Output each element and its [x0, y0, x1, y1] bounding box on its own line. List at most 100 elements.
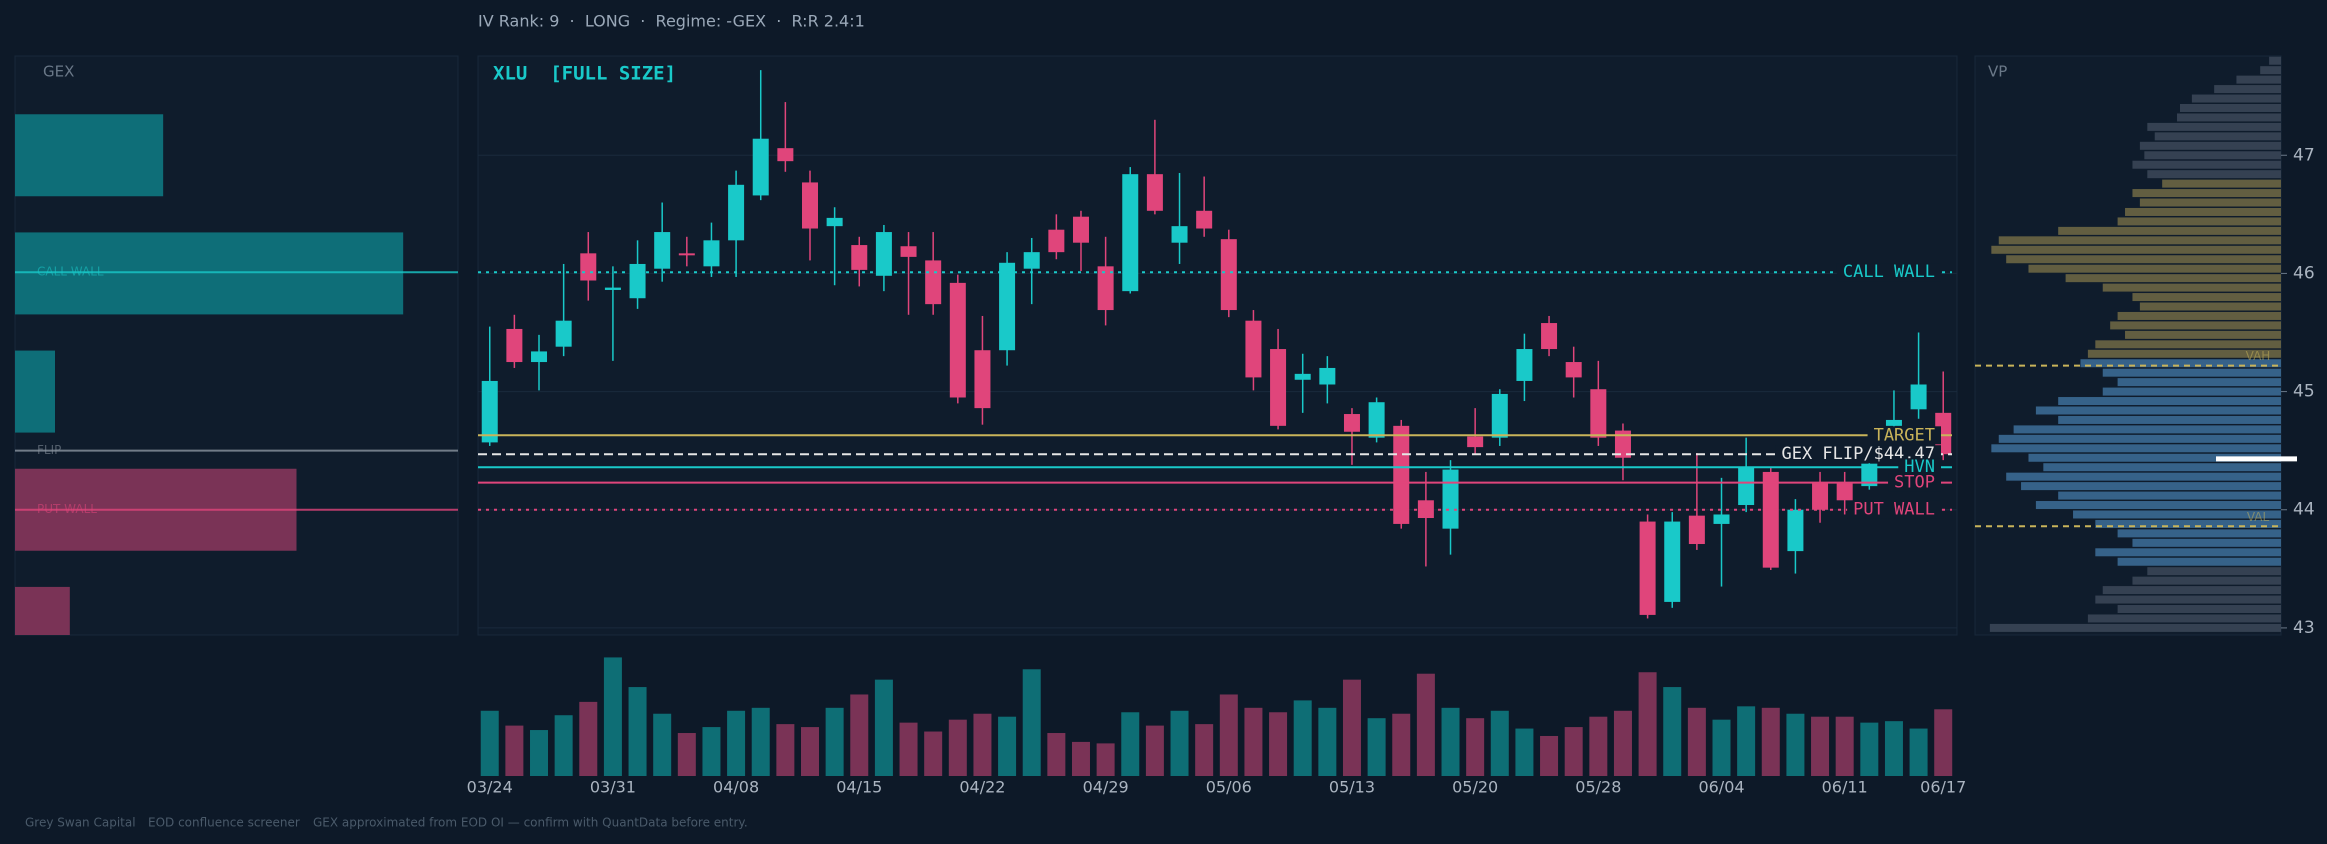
candle-body	[1072, 216, 1089, 243]
vp-bar	[2139, 198, 2281, 207]
candle-body	[1590, 389, 1607, 438]
volume-bar	[1515, 728, 1534, 776]
volume-bar	[1416, 673, 1435, 776]
vp-bar	[2028, 264, 2281, 273]
volume-bar	[702, 727, 721, 776]
vp-bar	[2102, 283, 2281, 292]
vp-bar	[1991, 245, 2281, 254]
vp-bar	[2102, 387, 2281, 396]
vp-bar	[1991, 444, 2281, 453]
volume-bar	[1884, 721, 1903, 776]
candle-body	[1516, 349, 1533, 381]
vp-bar	[2117, 311, 2281, 320]
candle-body	[1319, 367, 1336, 385]
vp-level-label: VAH	[2246, 349, 2271, 363]
vp-bar	[2139, 302, 2281, 311]
volume-bar	[1096, 743, 1115, 776]
volume-bar	[1490, 710, 1509, 776]
volume-bar	[1392, 713, 1411, 776]
candle-body	[1639, 521, 1656, 615]
gex-bar	[15, 350, 56, 433]
x-tick-label: 06/17	[1920, 778, 1966, 797]
volume-bar	[1047, 733, 1066, 776]
vp-bar	[2132, 160, 2281, 169]
volume-bar	[1145, 725, 1164, 776]
candle-body	[1294, 373, 1311, 380]
volume-bar	[530, 730, 549, 776]
candle-body	[999, 262, 1016, 351]
volume-bar	[1564, 727, 1583, 776]
vp-bar	[2058, 415, 2281, 424]
volume-bar	[1786, 713, 1805, 776]
candle-body	[1910, 384, 1927, 410]
level-label: CALL WALL	[1843, 262, 1935, 282]
level-label-bg	[1836, 263, 1941, 282]
candle-body	[777, 148, 794, 162]
candle-body	[1614, 430, 1631, 458]
vp-bar	[2013, 425, 2281, 434]
vp-bar	[2147, 567, 2281, 576]
vp-bar	[2125, 207, 2281, 216]
vp-bar	[2132, 538, 2281, 547]
candle-body	[728, 184, 745, 241]
vp-bar	[2043, 463, 2281, 472]
vp-bar	[2095, 595, 2281, 604]
candle-body	[752, 138, 769, 196]
volume-bar	[1712, 719, 1731, 776]
vp-bar	[2162, 179, 2281, 188]
header: IV Rank: 9 · LONG · Regime: -GEX · R:R 2…	[478, 12, 865, 31]
candle-body	[1417, 500, 1434, 519]
volume-bar	[1195, 724, 1214, 776]
volume-bar	[776, 724, 795, 776]
candle-body	[1368, 402, 1385, 438]
vp-bar	[2035, 501, 2281, 510]
vp-bar	[2132, 293, 2281, 302]
vp-bar	[2117, 605, 2281, 614]
vp-bar	[2214, 85, 2281, 94]
volume-bar	[1860, 722, 1879, 776]
volume-bar	[998, 716, 1017, 776]
candle-body	[1122, 174, 1139, 292]
volume-bar	[751, 707, 770, 776]
footer-text: Grey Swan Capital	[25, 816, 136, 830]
gex-bar	[15, 232, 404, 315]
vp-bar	[2117, 529, 2281, 538]
chart-title: XLU [FULL SIZE]	[493, 63, 676, 85]
level-label-bg	[1867, 426, 1941, 445]
candle-body	[1787, 509, 1804, 552]
vp-bar	[1998, 434, 2281, 443]
volume-bar	[1687, 707, 1706, 776]
candle-body	[531, 351, 548, 363]
x-tick-label: 05/13	[1329, 778, 1375, 797]
volume-bar	[1121, 712, 1140, 776]
candle-body	[851, 245, 868, 270]
vp-bar	[2073, 510, 2281, 519]
candle-body	[1023, 252, 1040, 269]
volume-bar	[1071, 741, 1090, 776]
x-tick-label: 03/31	[590, 778, 636, 797]
volume-bar	[948, 719, 967, 776]
vp-bar	[1989, 623, 2281, 632]
vp-bar	[2117, 378, 2281, 387]
volume-bar	[1909, 728, 1928, 776]
candle-body	[1664, 521, 1681, 602]
vp-bar	[2132, 189, 2281, 198]
volume-bar	[1367, 718, 1386, 776]
footer-text: EOD confluence screener	[148, 816, 300, 830]
gex-bar	[15, 114, 164, 197]
candle-body	[1762, 471, 1779, 568]
x-tick-label: 05/28	[1575, 778, 1621, 797]
volume-bar	[1638, 672, 1657, 776]
volume-bar	[800, 727, 819, 776]
vp-bar	[2154, 132, 2281, 141]
volume-bar	[850, 694, 869, 776]
volume-bar	[480, 710, 499, 776]
vp-bar	[2147, 170, 2281, 179]
candle-body	[925, 260, 942, 305]
x-tick-label: 06/04	[1698, 778, 1744, 797]
y-tick-label: 43	[2293, 618, 2315, 638]
volume-bar	[1293, 700, 1312, 776]
volume-bar	[1934, 709, 1953, 776]
level-label-bg	[1847, 500, 1941, 519]
